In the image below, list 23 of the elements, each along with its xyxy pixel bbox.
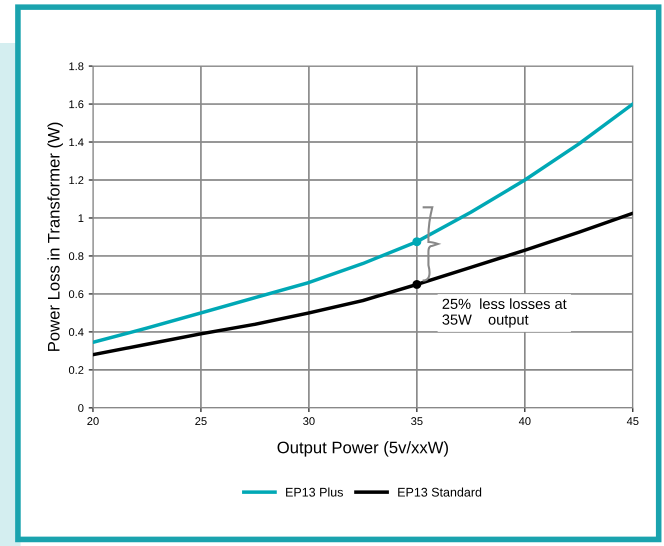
- x-tick-label: 40: [518, 417, 531, 426]
- line-series: [92, 102, 633, 344]
- y-tick-label: 0.4: [68, 328, 84, 336]
- x-tick-label: 30: [303, 417, 315, 426]
- y-tick-label: 0.2: [68, 366, 84, 374]
- y-axis-title: Power Loss in Transformer (W): [47, 122, 63, 351]
- x-tick-label: 25: [195, 417, 207, 426]
- annotation: 25% less losses at 35W output: [442, 298, 567, 328]
- y-tick-label: 0.6: [68, 290, 84, 298]
- y-tick-label: 1.6: [69, 100, 84, 108]
- y-tick-label: 0.8: [68, 252, 84, 260]
- y-tick-label: 1.2: [69, 176, 84, 184]
- x-axis-title: Output Power (5v/xxW): [278, 441, 448, 457]
- x-tick-label: 45: [626, 417, 639, 426]
- legend-label: EP13 Plus: [286, 487, 343, 497]
- line-series: [92, 211, 633, 356]
- y-tick-label: 0: [78, 404, 84, 412]
- legend-label: EP13 Standard: [398, 487, 482, 497]
- x-tick-label: 35: [411, 417, 423, 426]
- y-tick-label: 1: [78, 214, 84, 222]
- y-tick-label: 1.8: [69, 62, 84, 70]
- y-tick-label: 1.4: [69, 138, 84, 146]
- x-tick-label: 20: [87, 417, 99, 426]
